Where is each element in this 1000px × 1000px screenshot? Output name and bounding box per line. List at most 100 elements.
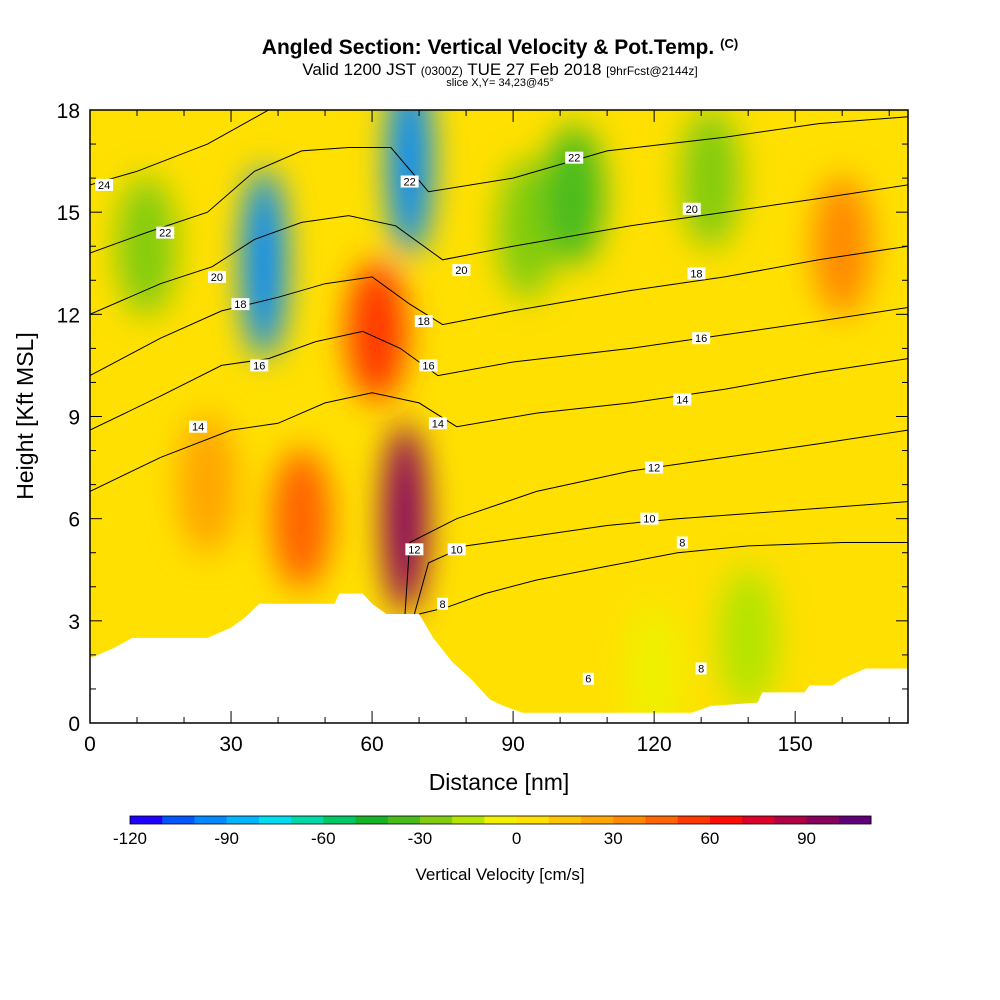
contour-label-bg-19 (692, 332, 711, 345)
y-tick-label-3: 3 (68, 611, 80, 634)
colorbar-frame (129, 815, 872, 825)
colorbar-tick-label-90: 90 (797, 829, 816, 848)
colorbar-swatch-22 (838, 816, 872, 824)
forecast-info: [9hrFcst@2144z] (606, 64, 698, 78)
contour-label-bg-16 (565, 151, 584, 164)
contour-label-bg-5 (189, 420, 208, 433)
y-tick-label-18: 18 (57, 100, 80, 123)
theta-contour-8 (418, 542, 908, 615)
contour-label-bg-13 (437, 597, 449, 610)
contour-label-bg-12 (447, 543, 466, 556)
velocity-feature-5 (116, 176, 177, 317)
theta-contour-10 (413, 501, 908, 615)
contour-label-bg-20 (673, 393, 692, 406)
x-tick-label-0: 0 (84, 733, 96, 756)
valid-prefix: Valid 1200 JST (302, 60, 417, 79)
contour-labels: 24 22 20 18 16 14 22 20 18 16 14 12 10 8 6 8 22 20 18 16 14 1… (95, 151, 711, 686)
valid-time-line: Valid 1200 JST (0300Z) TUE 27 Feb 2018 [… (0, 60, 1000, 80)
colorbar-swatch-16 (645, 816, 679, 824)
x-axis-label: Distance [nm] (429, 769, 570, 795)
contour-label-6: 22 (404, 177, 416, 189)
contour-label-19: 16 (695, 333, 707, 345)
contour-label-12: 10 (451, 544, 463, 556)
contour-label-bg-23 (676, 536, 688, 549)
contour-label-bg-14 (582, 672, 594, 685)
contour-label-18: 18 (690, 268, 702, 280)
contour-label-7: 20 (455, 265, 467, 277)
chart-title-main: Angled Section: Vertical Velocity & Pot.… (261, 36, 715, 59)
colorbar-label: Vertical Velocity [cm/s] (415, 865, 584, 884)
colorbar-swatch-14 (581, 816, 614, 824)
colorbar-swatch-15 (613, 816, 646, 824)
colorbar-tick-label--90: -90 (214, 829, 239, 848)
colorbar-swatch-17 (677, 816, 711, 824)
velocity-feature-2 (346, 261, 407, 402)
colorbar-swatch-6 (323, 816, 357, 824)
colorbar-tick-label-30: 30 (604, 829, 623, 848)
velocity-feature-4 (271, 448, 332, 589)
contour-label-16: 22 (568, 153, 580, 165)
contour-label-bg-17 (682, 202, 701, 215)
chart-title-unit: (C) (720, 36, 739, 51)
theta-contour-18 (90, 245, 908, 377)
contour-label-5: 14 (192, 422, 204, 434)
contour-label-bg-6 (400, 175, 419, 188)
colorbar-swatch-4 (258, 816, 292, 824)
y-tick-label-15: 15 (57, 202, 80, 225)
y-tick-label-12: 12 (57, 304, 80, 327)
velocity-feature-9 (812, 176, 873, 317)
colorbar-swatch-20 (774, 816, 808, 824)
colorbar-tick-label-0: 0 (512, 829, 521, 848)
velocity-feature-11 (624, 601, 685, 723)
valid-date: TUE 27 Feb 2018 (467, 60, 602, 79)
y-tick-label-0: 0 (68, 713, 80, 736)
colorbar-tick-label--120: -120 (113, 829, 147, 848)
contour-label-15: 8 (698, 664, 704, 676)
contour-label-bg-15 (695, 662, 707, 675)
contour-label-bg-10 (428, 417, 447, 430)
slice-info: slice X,Y= 34,23@45° (446, 77, 554, 89)
theta-contour-14 (90, 358, 908, 492)
velocity-feature-8 (680, 110, 741, 249)
colorbar-tick-label-60: 60 (700, 829, 719, 848)
contour-label-bg-9 (419, 359, 438, 372)
colorbar-swatch-19 (742, 816, 775, 824)
colorbar-swatch-8 (387, 816, 421, 824)
colorbar: -120 -90 -60 -30 0 30 60 90 (113, 815, 872, 848)
colorbar-swatch-18 (709, 816, 743, 824)
x-tick-label-120: 120 (637, 733, 672, 756)
colorbar-swatch-2 (194, 816, 228, 824)
contour-label-1: 22 (159, 228, 171, 240)
colorbar-swatch-21 (806, 816, 840, 824)
colorbar-swatch-1 (162, 816, 195, 824)
velocity-feature-10 (177, 414, 238, 555)
contour-label-11: 12 (408, 544, 420, 556)
colorbar-swatch-7 (355, 816, 389, 824)
velocity-feature-7 (544, 125, 605, 266)
contour-label-bg-0 (95, 178, 114, 191)
y-tick-label-9: 9 (68, 407, 80, 430)
colorbar-swatch-5 (291, 816, 324, 824)
chart-title: Angled Section: Vertical Velocity & Pot.… (0, 36, 1000, 60)
velocity-feature-3 (382, 423, 427, 614)
contour-label-17: 20 (686, 204, 698, 216)
colorbar-swatch-3 (226, 816, 260, 824)
colorbar-swatch-0 (130, 816, 163, 824)
contour-label-bg-7 (452, 264, 471, 277)
theta-contour-16 (90, 307, 908, 431)
colorbar-swatch-10 (452, 816, 485, 824)
y-axis-label: Height [Kft MSL] (12, 332, 38, 499)
velocity-feature-6 (497, 159, 558, 300)
contour-label-bg-4 (250, 359, 269, 372)
theta-contour-20 (90, 184, 908, 315)
x-tick-label-60: 60 (360, 733, 383, 756)
contour-label-2: 20 (211, 272, 223, 284)
y-tick-label-6: 6 (68, 509, 80, 532)
contour-label-bg-21 (645, 461, 664, 474)
contour-label-bg-2 (207, 270, 226, 283)
contour-label-9: 16 (422, 360, 434, 372)
x-tick-label-90: 90 (501, 733, 524, 756)
contour-label-4: 16 (253, 360, 265, 372)
contour-label-20: 14 (676, 394, 688, 406)
